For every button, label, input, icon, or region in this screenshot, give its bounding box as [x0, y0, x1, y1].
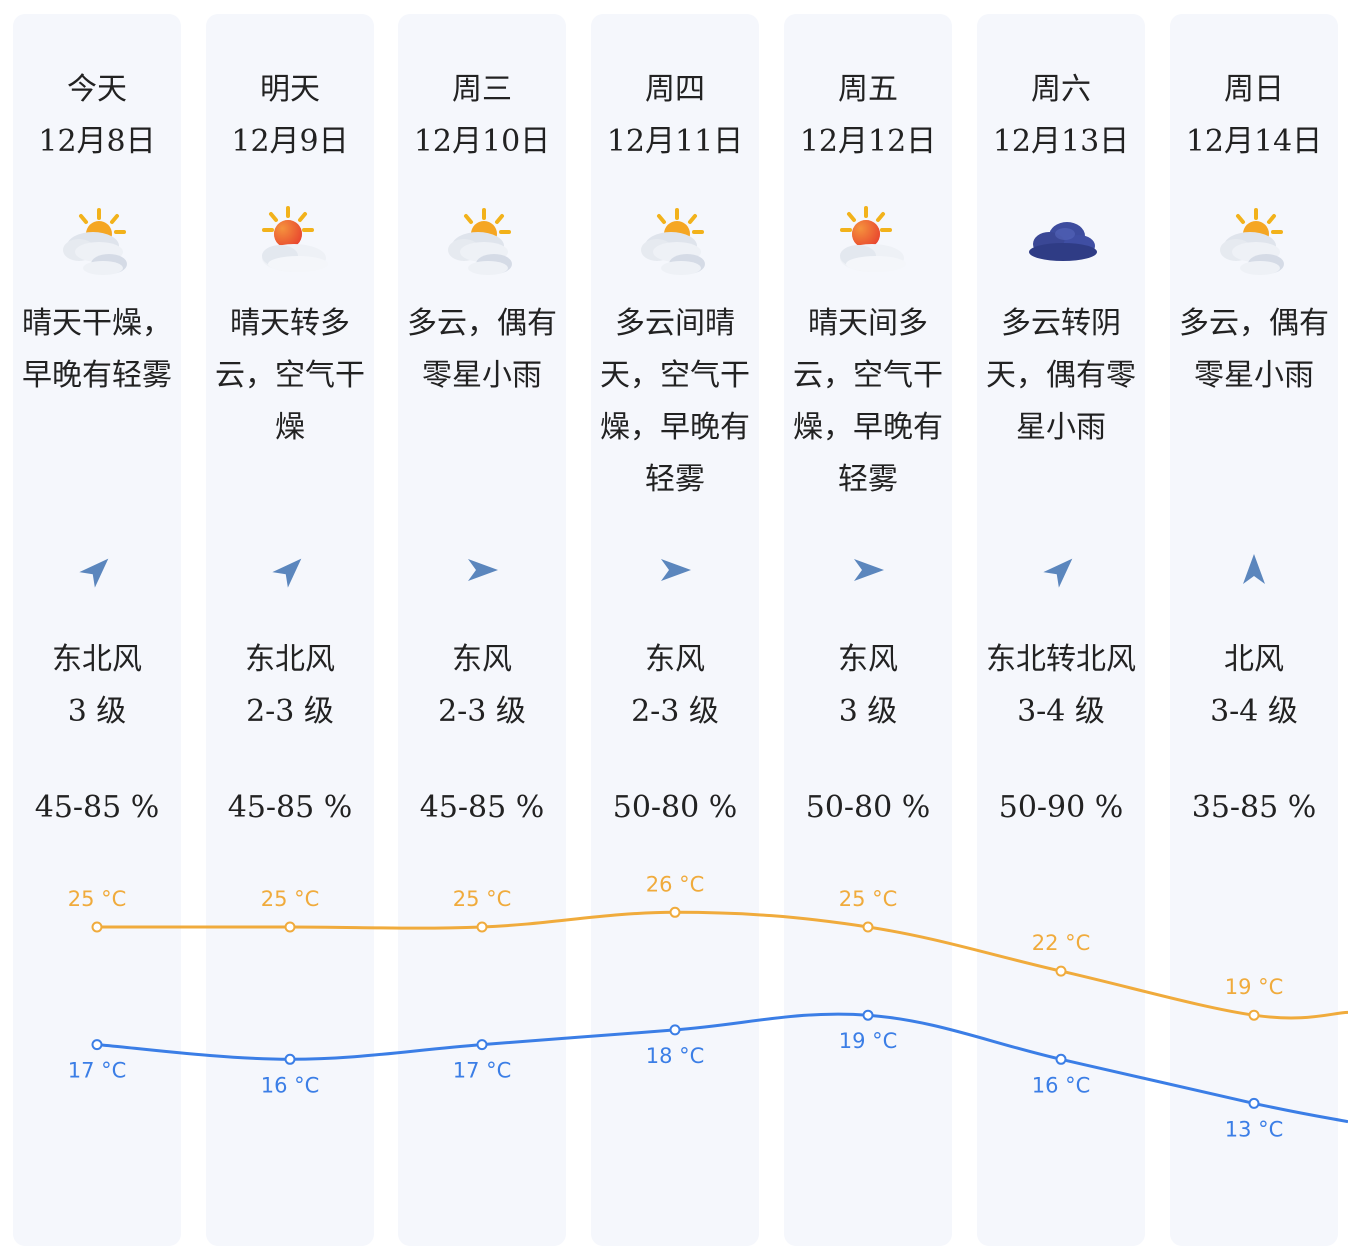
day-date: 12月14日: [1185, 124, 1323, 159]
wind-direction: 东风: [838, 642, 898, 677]
humidity: 50-80 %: [805, 790, 931, 825]
wind-level: 3 级: [838, 694, 898, 729]
weather-description: 晴天间多云，空气干燥，早晚有轻雾: [793, 306, 943, 497]
day-date: 12月10日: [413, 124, 551, 159]
weather-description: 多云，偶有零星小雨: [1179, 306, 1329, 393]
day-column: 明天 12月9日 晴天转多云，空气干燥 东北风 2-3 级: [206, 14, 374, 1246]
day-column: 周五 12月12日 晴天间多云，空气干燥，早晚有轻雾 东风 3 级: [784, 14, 952, 1246]
sun-cloud-icon: [828, 206, 908, 278]
weather-description: 晴天转多云，空气干燥: [215, 306, 365, 445]
wind-direction-arrow-icon: [1039, 548, 1083, 592]
day-column: 今天 12月8日 晴天干燥，早晚有轻雾 东北风 3 级 45-85 %: [13, 14, 181, 1246]
overcast-cloud-icon: [1021, 206, 1101, 278]
weather-description: 多云转阴天，偶有零星小雨: [986, 306, 1136, 445]
day-date: 12月9日: [231, 124, 349, 159]
wind-direction: 东北风: [245, 642, 335, 677]
day-column: 周三 12月10日 多云，偶有零星小雨 东风 2-3 级 45-85 %: [398, 14, 566, 1246]
wind-level: 3-4 级: [1210, 694, 1298, 729]
day-name: 周五: [838, 72, 898, 107]
partly-cloudy-icon: [635, 206, 715, 278]
wind-level: 3-4 级: [1017, 694, 1105, 729]
wind-direction-arrow-icon: [653, 548, 697, 592]
wind-level: 2-3 级: [438, 694, 526, 729]
wind-direction-arrow-icon: [268, 548, 312, 592]
day-column: 周六 12月13日 多云转阴天，偶有零星小雨 东北转北风 3-4 级 50-90…: [977, 14, 1145, 1246]
weather-description: 多云间晴天，空气干燥，早晚有轻雾: [600, 306, 750, 497]
day-date: 12月11日: [606, 124, 744, 159]
wind-direction-arrow-icon: [846, 548, 890, 592]
wind-direction: 北风: [1224, 642, 1284, 677]
wind-direction: 东风: [452, 642, 512, 677]
sun-cloud-icon: [250, 206, 330, 278]
day-date: 12月8日: [38, 124, 156, 159]
wind-direction: 东风: [645, 642, 705, 677]
wind-direction-arrow-icon: [75, 548, 119, 592]
day-name: 周四: [645, 72, 705, 107]
humidity: 45-85 %: [34, 790, 160, 825]
weather-description: 多云，偶有零星小雨: [407, 306, 557, 393]
wind-level: 3 级: [67, 694, 127, 729]
humidity: 45-85 %: [227, 790, 353, 825]
wind-direction-arrow-icon: [1232, 548, 1276, 592]
humidity: 50-80 %: [612, 790, 738, 825]
humidity: 50-90 %: [998, 790, 1124, 825]
day-column: 周日 12月14日 多云，偶有零星小雨 北风 3-4 级 35-85 %: [1170, 14, 1338, 1246]
day-date: 12月12日: [799, 124, 937, 159]
day-name: 明天: [260, 72, 320, 107]
day-name: 周三: [452, 72, 512, 107]
wind-level: 2-3 级: [246, 694, 334, 729]
partly-cloudy-icon: [57, 206, 137, 278]
day-name: 周六: [1031, 72, 1091, 107]
partly-cloudy-icon: [1214, 206, 1294, 278]
partly-cloudy-icon: [442, 206, 522, 278]
humidity: 35-85 %: [1191, 790, 1317, 825]
weather-description: 晴天干燥，早晚有轻雾: [22, 306, 172, 393]
day-date: 12月13日: [992, 124, 1130, 159]
wind-direction: 东北转北风: [986, 642, 1136, 677]
wind-direction: 东北风: [52, 642, 142, 677]
day-column: 周四 12月11日 多云间晴天，空气干燥，早晚有轻雾 东风 2-3 级 50: [591, 14, 759, 1246]
humidity: 45-85 %: [419, 790, 545, 825]
day-name: 今天: [67, 72, 127, 107]
wind-level: 2-3 级: [631, 694, 719, 729]
day-name: 周日: [1224, 72, 1284, 107]
wind-direction-arrow-icon: [460, 548, 504, 592]
